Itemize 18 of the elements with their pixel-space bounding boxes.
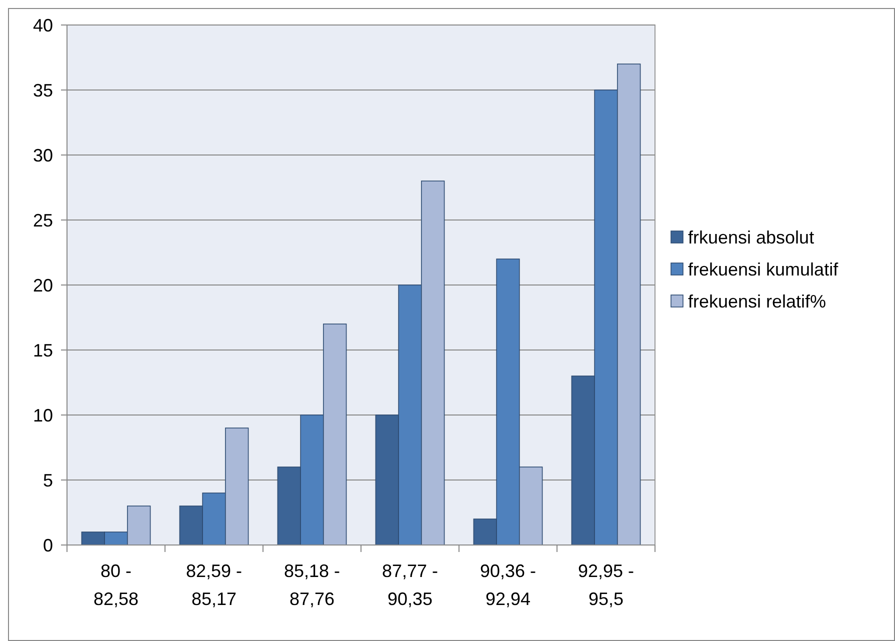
x-tick-label: 92,95 - 95,5 [578,561,634,609]
y-tick-label: 15 [32,340,53,360]
x-tick-label: 85,18 - 87,76 [284,561,340,609]
legend-label: frekuensi kumulatif [688,259,840,280]
y-tick-label: 0 [42,535,53,556]
y-tick-label: 35 [32,80,53,100]
y-tick-label: 5 [42,470,53,490]
x-tick-label: 82,59 - 85,17 [186,561,242,609]
x-tick-label: 90,36 - 92,94 [480,561,536,609]
y-tick-label: 20 [32,275,53,296]
y-tick-label: 25 [32,210,53,230]
y-tick-label: 40 [32,15,53,36]
x-tick-label: 80 - 82,58 [93,561,139,609]
legend-label: frekuensi relatif% [688,291,826,312]
legend-label: frkuensi absolut [688,227,814,248]
y-tick-label: 10 [32,405,53,426]
y-tick-label: 30 [32,145,53,166]
x-tick-label: 87,77 - 90,35 [382,561,438,609]
